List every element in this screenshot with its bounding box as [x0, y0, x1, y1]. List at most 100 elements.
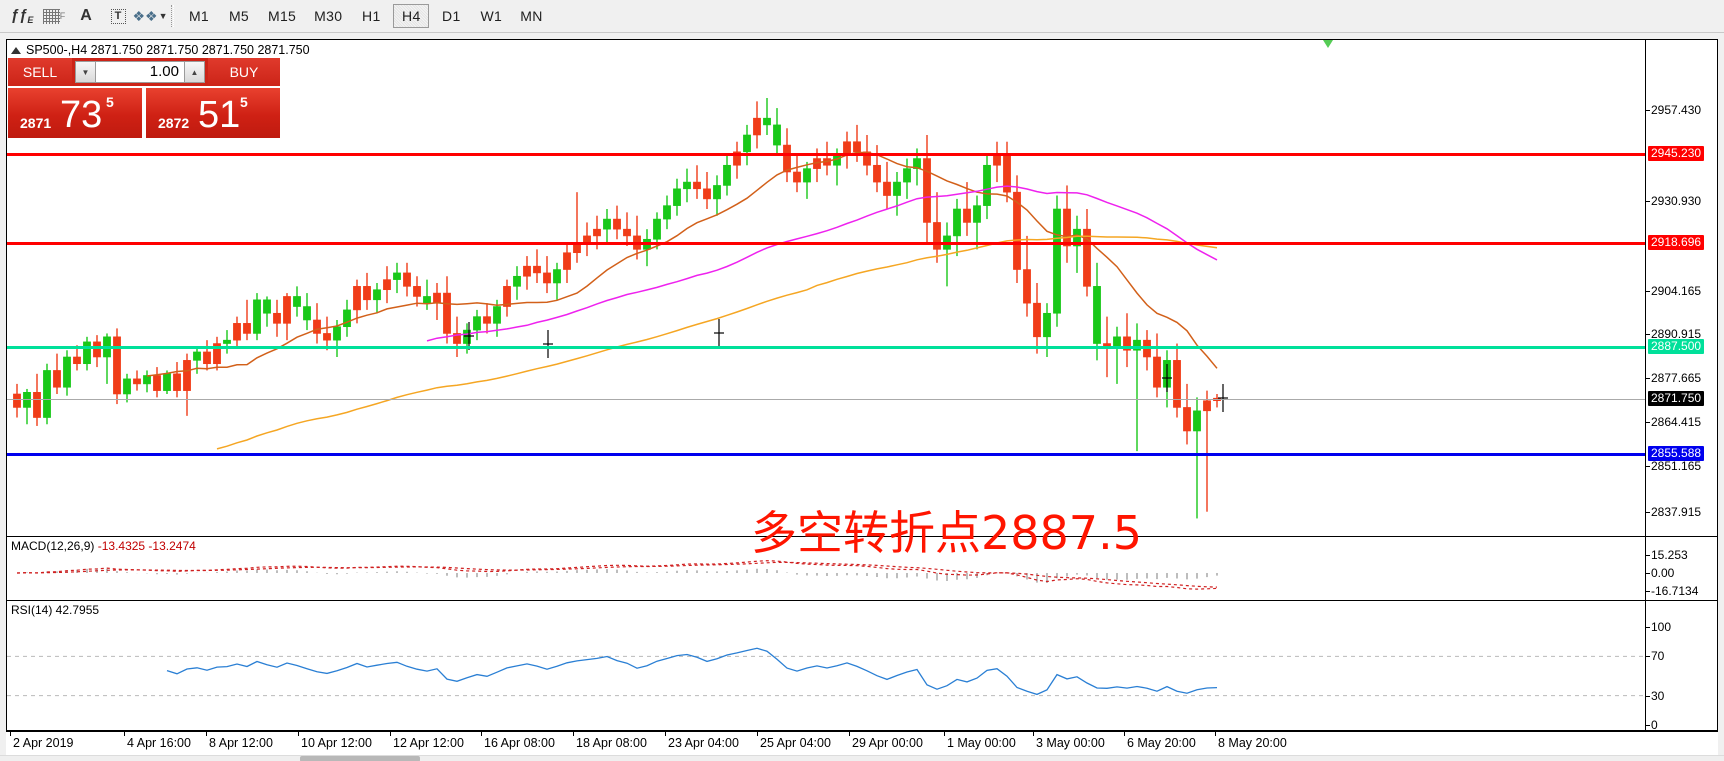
- macd-plot-area[interactable]: [7, 537, 1645, 600]
- chart-annotation-text[interactable]: 多空转折点2887.5: [751, 506, 1142, 560]
- rsi-plot-area[interactable]: [7, 601, 1645, 730]
- time-axis[interactable]: 2 Apr 2019 4 Apr 16:00 8 Apr 12:00 10 Apr 1…: [6, 731, 1718, 755]
- macd-axis-tick: [1646, 555, 1650, 556]
- level-line-current-2871[interactable]: [7, 399, 1645, 400]
- price-axis-tick: [1646, 466, 1650, 467]
- macd-name: MACD(12,26,9): [11, 539, 95, 553]
- time-axis-tick: [757, 732, 758, 736]
- timeframe-mn[interactable]: MN: [520, 8, 543, 24]
- time-axis-tick: [573, 732, 574, 736]
- toolbar-separator: [171, 5, 174, 27]
- triangle-up-icon: [11, 46, 21, 54]
- scrollbar-thumb[interactable]: [300, 756, 420, 761]
- price-axis-tick: [1646, 422, 1650, 423]
- chart-frame[interactable]: SP500-,H4 2871.750 2871.750 2871.750 287…: [6, 39, 1718, 731]
- price-axis-tick: [1646, 291, 1650, 292]
- timeframe-m15[interactable]: M15: [268, 8, 297, 24]
- horizontal-scrollbar[interactable]: [0, 755, 1724, 761]
- time-axis-tick: [944, 732, 945, 736]
- timeframe-m1[interactable]: M1: [188, 8, 210, 24]
- macd-values: -13.4325 -13.2474: [97, 539, 196, 553]
- time-axis-tick: [481, 732, 482, 736]
- time-axis-label: 2 Apr 2019: [13, 736, 74, 750]
- price-axis[interactable]: 2957.430 2945.230 2930.930 2918.696 2904.165…: [1645, 40, 1717, 536]
- objects-icon[interactable]: ❖❖ ▼: [132, 7, 168, 24]
- ask-price-fraction: 5: [240, 94, 248, 110]
- buy-button[interactable]: BUY: [208, 58, 280, 86]
- price-axis-tick: [1646, 378, 1650, 379]
- time-axis-tick: [1033, 732, 1034, 736]
- price-axis-label: 2890.915: [1651, 327, 1702, 341]
- indicators-grid-icon[interactable]: F: [39, 3, 69, 29]
- price-axis-label: 2877.665: [1651, 371, 1702, 385]
- price-axis-label: 2837.915: [1651, 505, 1702, 519]
- price-axis-badge-red[interactable]: 2945.230: [1648, 146, 1705, 161]
- time-axis-label: 1 May 00:00: [947, 736, 1016, 750]
- bid-price-prefix: 2871: [20, 115, 52, 131]
- volume-increase-button[interactable]: ▲: [184, 61, 205, 83]
- level-line-resistance-2945[interactable]: [7, 153, 1645, 156]
- time-axis-tick: [665, 732, 666, 736]
- macd-axis[interactable]: 15.253 0.00 -16.7134: [1645, 537, 1717, 600]
- price-axis-label: 2851.165: [1651, 459, 1702, 473]
- timeframe-h4[interactable]: H4: [393, 4, 430, 28]
- price-axis-badge-black[interactable]: 2871.750: [1648, 391, 1705, 406]
- price-axis-badge-green[interactable]: 2887.500: [1648, 339, 1705, 354]
- timeframe-m30[interactable]: M30: [314, 8, 343, 24]
- one-click-trading-panel[interactable]: SELL ▼ 1.00 ▲ BUY 2871 73 5 2872 51 5: [8, 58, 280, 138]
- sell-button[interactable]: SELL: [8, 58, 72, 86]
- time-axis-label: 29 Apr 00:00: [852, 736, 923, 750]
- rsi-axis-label: 70: [1651, 649, 1665, 664]
- price-axis-badge-red[interactable]: 2918.696: [1648, 235, 1705, 250]
- macd-pane[interactable]: MACD(12,26,9) -13.4325 -13.2474 15.253 0.…: [7, 537, 1717, 601]
- volume-input[interactable]: 1.00: [96, 61, 184, 83]
- time-axis-label: 18 Apr 08:00: [576, 736, 647, 750]
- timeframe-h1[interactable]: H1: [362, 8, 381, 24]
- price-axis-badge-blue[interactable]: 2855.588: [1648, 446, 1705, 461]
- level-line-pivot-2887[interactable]: [7, 346, 1645, 349]
- timeframe-m5[interactable]: M5: [228, 8, 250, 24]
- level-line-resistance-2918[interactable]: [7, 242, 1645, 245]
- text-box-icon[interactable]: T: [103, 3, 133, 29]
- rsi-pane[interactable]: RSI(14) 42.7955 100 70 30 0: [7, 601, 1717, 730]
- rsi-axis-tick: [1646, 656, 1650, 658]
- expert-advisors-icon[interactable]: ƒƒE: [10, 7, 34, 25]
- volume-decrease-button[interactable]: ▼: [75, 61, 96, 83]
- time-axis-tick: [1124, 732, 1125, 736]
- macd-label: MACD(12,26,9) -13.4325 -13.2474: [11, 539, 196, 553]
- time-axis-label: 23 Apr 04:00: [668, 736, 739, 750]
- ask-price-box[interactable]: 2872 51 5: [146, 88, 280, 138]
- price-axis-label: 2864.415: [1651, 415, 1702, 429]
- price-axis-tick: [1646, 201, 1650, 202]
- price-axis-tick: [1646, 110, 1650, 111]
- time-axis-label: 12 Apr 12:00: [393, 736, 464, 750]
- time-axis-tick: [10, 732, 11, 736]
- rsi-axis-label: 100: [1651, 620, 1672, 634]
- time-axis-tick: [849, 732, 850, 736]
- timeframe-d1[interactable]: D1: [442, 8, 461, 24]
- time-axis-tick: [390, 732, 391, 736]
- price-pane[interactable]: SP500-,H4 2871.750 2871.750 2871.750 287…: [7, 40, 1717, 537]
- ask-price-prefix: 2872: [158, 115, 190, 131]
- time-axis-tick: [298, 732, 299, 736]
- time-axis-tick: [1215, 732, 1216, 736]
- macd-svg: [16, 560, 1218, 590]
- ask-price-main: 51: [198, 94, 241, 136]
- text-label-icon[interactable]: A: [80, 7, 92, 24]
- bid-price-box[interactable]: 2871 73 5: [8, 88, 142, 138]
- price-axis-tick: [1646, 512, 1650, 513]
- time-axis-label: 4 Apr 16:00: [127, 736, 191, 750]
- level-line-support-2855[interactable]: [7, 453, 1645, 456]
- volume-control[interactable]: ▼ 1.00 ▲: [72, 58, 208, 86]
- price-plot-area[interactable]: [7, 40, 1645, 536]
- time-axis-label: 8 Apr 12:00: [209, 736, 273, 750]
- rsi-axis[interactable]: 100 70 30 0: [1645, 601, 1717, 730]
- price-axis-label: 2904.165: [1651, 284, 1702, 298]
- timeframe-w1[interactable]: W1: [480, 8, 503, 24]
- chart-symbol-text: SP500-,H4 2871.750 2871.750 2871.750 287…: [26, 43, 310, 57]
- price-candles-svg: [13, 40, 1333, 519]
- time-axis-tick: [206, 732, 207, 736]
- rsi-label: RSI(14) 42.7955: [11, 603, 100, 617]
- time-axis-label: 6 May 20:00: [1127, 736, 1196, 750]
